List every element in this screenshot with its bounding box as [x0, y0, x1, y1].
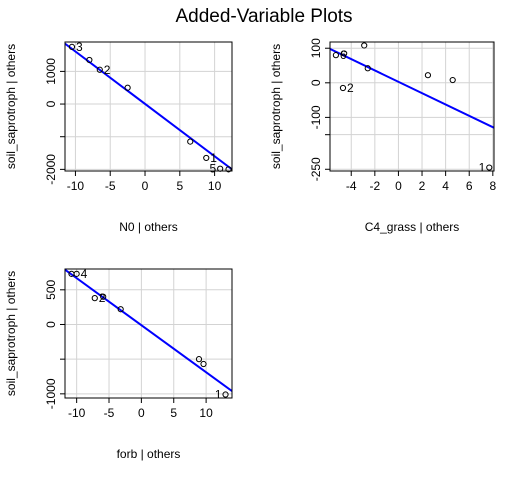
- data-point: [222, 391, 229, 398]
- data-point: [124, 84, 131, 91]
- point-label: 1: [215, 388, 222, 402]
- x-tick-label: -10: [68, 406, 86, 420]
- y-axis-label: soil_saprotroph | others: [4, 44, 18, 169]
- data-point: [200, 360, 207, 368]
- data-point: [339, 84, 347, 92]
- point-label: 3: [76, 40, 83, 54]
- x-tick-label: 5: [170, 406, 177, 420]
- x-tick-label: -5: [105, 179, 116, 193]
- x-tick-label: 10: [208, 179, 222, 193]
- x-tick-label: 0: [138, 406, 145, 420]
- data-point: [332, 52, 339, 59]
- x-tick-label: 4: [442, 179, 449, 193]
- x-tick-label: -5: [104, 406, 115, 420]
- figure-title: Added-Variable Plots: [175, 6, 352, 27]
- data-point: [91, 295, 98, 302]
- x-tick-label: -4: [346, 179, 357, 193]
- panel-frame: [64, 41, 233, 172]
- point-label: 2: [104, 63, 111, 77]
- data-point: [96, 66, 103, 73]
- regression-line: [65, 269, 232, 392]
- y-axis-label: soil_saprotroph | others: [269, 44, 283, 169]
- point-label: 4: [81, 267, 88, 281]
- x-tick-label: 5: [176, 179, 183, 193]
- data-point: [68, 43, 76, 50]
- x-tick-label: 10: [199, 406, 213, 420]
- x-tick-label: 2: [419, 179, 426, 193]
- y-tick-label: 0: [44, 100, 58, 107]
- point-label: 2: [99, 291, 106, 305]
- y-tick-label: -100: [309, 105, 323, 129]
- y-axis-label: soil_saprotroph | others: [4, 271, 18, 396]
- panel-3: -10 -5 0 5 10 -1000 0 500 42 1 forb | others soil_s…: [4, 267, 233, 461]
- data-point: [449, 76, 456, 84]
- point-label: 5: [209, 162, 216, 176]
- x-tick-label: 6: [466, 179, 473, 193]
- regression-line: [330, 48, 494, 129]
- y-tick-label: 100: [309, 38, 323, 58]
- point-label: 6: [340, 48, 347, 62]
- data-point: [100, 293, 107, 300]
- panel-frame: [329, 41, 495, 172]
- data-point: [364, 65, 371, 72]
- data-point: [73, 270, 80, 277]
- point-label: 1: [210, 151, 217, 165]
- x-axis-label: N0 | others: [119, 220, 177, 234]
- y-tick-label: 0: [44, 321, 58, 328]
- data-point: [195, 356, 203, 363]
- y-tick-label: 500: [44, 279, 58, 299]
- data-point: [424, 72, 432, 79]
- x-tick-label: 8: [489, 179, 496, 193]
- y-tick-label: -250: [309, 157, 323, 181]
- x-axis-label: C4_grass | others: [365, 220, 460, 234]
- y-tick-label: -2000: [44, 154, 58, 185]
- x-tick-label: 0: [142, 179, 149, 193]
- point-label: 1: [479, 161, 486, 175]
- y-tick-label: 1000: [44, 58, 58, 85]
- data-point: [187, 138, 194, 145]
- y-tick-label: 0: [309, 79, 323, 86]
- regression-line: [65, 42, 232, 171]
- point-label: 2: [347, 81, 354, 95]
- y-tick-label: -1000: [44, 378, 58, 409]
- data-point: [203, 154, 210, 162]
- x-tick-label: -2: [369, 179, 380, 193]
- data-point: [361, 42, 368, 49]
- x-axis-label: forb | others: [117, 447, 181, 461]
- panel-frame: [64, 268, 233, 399]
- x-tick-label: 0: [395, 179, 402, 193]
- data-point: [117, 306, 124, 313]
- data-point: [486, 164, 493, 171]
- panel-2: -4 -2 0 2 4 6 8 -250 -100 0 100 6 2 1 C4_grass | other…: [269, 38, 496, 234]
- data-point: [225, 166, 232, 173]
- data-point: [341, 50, 348, 57]
- data-point: [86, 56, 93, 64]
- x-tick-label: -10: [67, 179, 85, 193]
